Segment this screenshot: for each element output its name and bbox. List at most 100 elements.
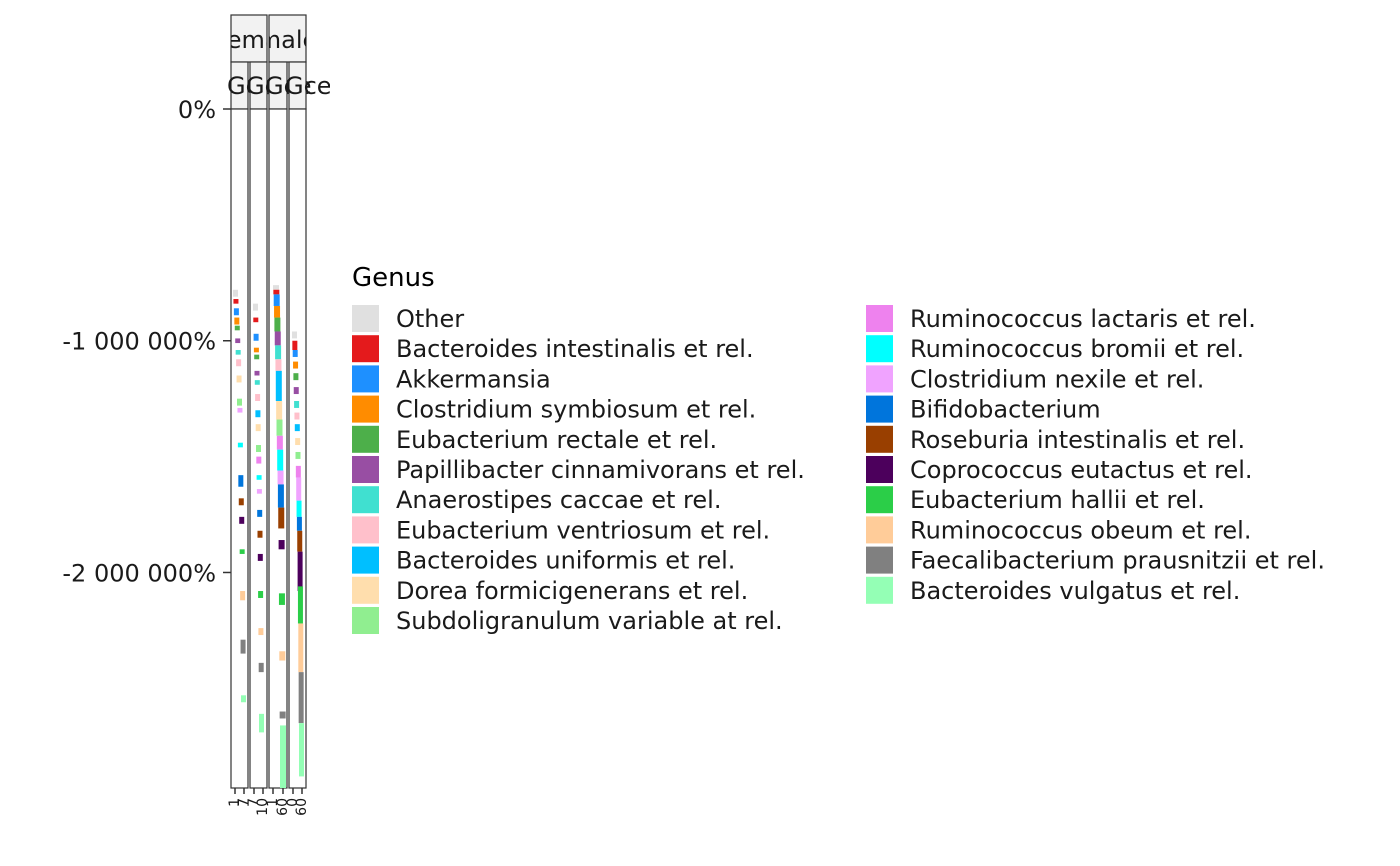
legend-swatch	[866, 486, 893, 514]
bar-segment	[236, 359, 242, 367]
facet-strip-sex	[268, 14, 307, 63]
legend-label: Clostridium symbiosum et rel.	[396, 396, 756, 424]
x-tick-label: 7	[246, 798, 262, 807]
bar-segment	[237, 398, 242, 406]
legend-swatch	[352, 305, 379, 332]
bar-segment	[276, 419, 283, 436]
bar-segment	[257, 509, 263, 517]
facet-panel	[230, 108, 249, 789]
bar-segment	[253, 317, 259, 323]
legend-swatch	[352, 395, 379, 423]
facet-strip-sex	[230, 14, 268, 63]
x-tick-label: 10	[255, 798, 271, 816]
legend-label: Eubacterium ventriosum et rel.	[396, 516, 770, 544]
y-axis: 0% -1 000 000% -2 000 000%	[62, 96, 231, 587]
bar-segment	[235, 338, 241, 344]
bar-segment	[292, 340, 298, 351]
bar-segment	[256, 456, 262, 464]
bar-segment	[254, 370, 260, 376]
bar-segment	[240, 639, 246, 654]
bar-segment	[273, 294, 280, 306]
bar-segment	[298, 623, 304, 673]
bar-segment	[258, 628, 264, 636]
bar-segment	[274, 305, 281, 318]
bar-segment	[237, 407, 243, 413]
legend-swatch	[866, 305, 893, 332]
bar-segments	[233, 285, 304, 788]
legend-label: Dorea formicigenerans et rel.	[396, 577, 748, 605]
x-tick-label: 1	[265, 798, 281, 807]
bar-segment	[275, 359, 282, 371]
bar-segment	[253, 347, 259, 353]
bar-segment	[294, 400, 300, 408]
facet-strip-subject-label: Gce	[285, 72, 332, 100]
legend-swatch	[352, 456, 379, 483]
bar-segment	[254, 354, 260, 360]
bar-segment	[233, 289, 238, 297]
legend-swatch	[866, 546, 893, 574]
bar-segment	[255, 394, 261, 401]
x-tick-label: 60	[294, 798, 310, 816]
bar-segment	[293, 387, 299, 395]
legend-label: Coprococcus eutactus et rel.	[910, 456, 1253, 484]
bar-segment	[254, 380, 260, 385]
bar-segment	[253, 303, 258, 311]
bar-segment	[256, 475, 262, 480]
legend-swatch	[352, 486, 379, 514]
bar-segment	[273, 289, 280, 295]
bar-segment	[258, 591, 264, 598]
bar-segment	[253, 333, 259, 341]
bar-segment	[277, 470, 284, 485]
legend-label: Subdoligranulum variable at rel.	[396, 607, 783, 635]
legend-label: Bacteroides uniformis et rel.	[396, 547, 735, 575]
bar-segment	[274, 331, 281, 346]
legend-title: Genus	[352, 263, 435, 293]
bar-segment	[238, 498, 244, 506]
bar-segment	[278, 507, 285, 529]
bar-segment	[240, 591, 246, 601]
legend-label: Clostridium nexile et rel.	[910, 365, 1204, 393]
bar-segment	[295, 451, 301, 459]
bar-segment	[235, 350, 241, 355]
bar-segment	[299, 723, 304, 777]
bar-segment	[237, 442, 243, 448]
bar-segment	[233, 308, 239, 316]
bar-segment	[296, 477, 302, 501]
facet-strips: femamaleGceGceGceGce	[227, 14, 332, 110]
y-tick-label: -1 000 000%	[62, 328, 216, 356]
bar-segment	[274, 317, 281, 332]
legend-swatch	[866, 456, 893, 483]
bar-segment	[296, 500, 302, 517]
legend-swatch	[866, 576, 893, 604]
bar-segment	[298, 672, 304, 724]
legend-label: Bifidobacterium	[910, 396, 1101, 424]
bar-segment	[295, 465, 301, 478]
bar-segment	[276, 435, 283, 450]
legend-label: Bacteroides vulgatus et rel.	[910, 577, 1240, 605]
legend-swatch	[352, 425, 379, 453]
y-tick-label: -2 000 000%	[62, 559, 216, 587]
y-tick-label: 0%	[178, 96, 216, 124]
bar-segment	[279, 711, 286, 719]
bar-segment	[273, 285, 279, 290]
bar-segment	[259, 713, 264, 733]
bar-segment	[275, 370, 282, 401]
bar-segment	[238, 475, 244, 487]
bar-segment	[276, 400, 283, 420]
bar-segment	[292, 350, 298, 357]
legend-swatch	[866, 335, 893, 363]
bar-segment	[236, 375, 242, 383]
bar-segment	[292, 331, 297, 339]
legend-swatch	[352, 516, 379, 544]
legend-label: Akkermansia	[396, 365, 551, 393]
bar-segment	[277, 449, 284, 471]
bar-segment	[241, 695, 246, 703]
bar-segment	[293, 361, 299, 369]
legend-label: Eubacterium hallii et rel.	[910, 486, 1205, 514]
bar-segment	[295, 438, 301, 446]
x-tick-label: 0	[285, 798, 301, 807]
legend-swatch	[866, 365, 893, 393]
legend-label: Ruminococcus lactaris et rel.	[910, 305, 1256, 333]
